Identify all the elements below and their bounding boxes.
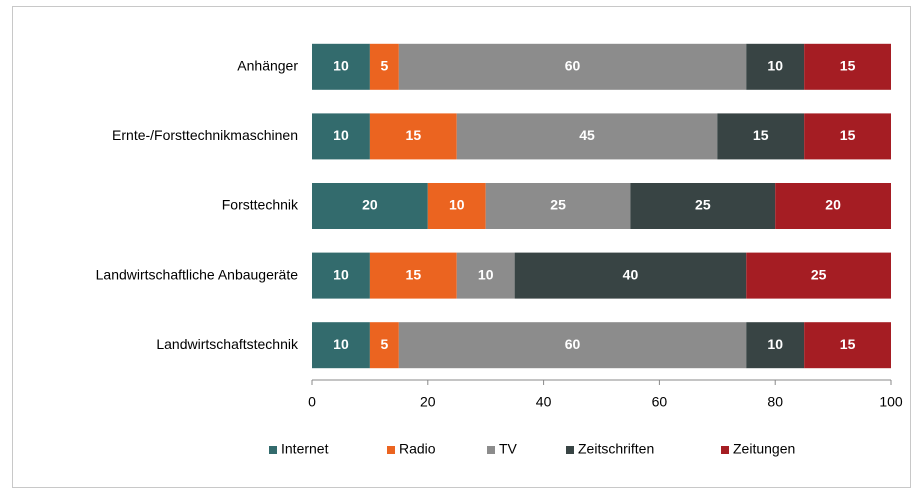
bar-segment bbox=[804, 43, 891, 90]
bar-segment bbox=[456, 113, 718, 160]
value-label: 25 bbox=[811, 266, 827, 282]
legend-swatch bbox=[387, 446, 395, 454]
value-label: 60 bbox=[565, 58, 581, 74]
value-label: 10 bbox=[333, 266, 349, 282]
y-tick-label: Landwirtschaftliche Anbaugeräte bbox=[96, 266, 299, 282]
bar-segment bbox=[398, 43, 747, 90]
bar-segment bbox=[717, 113, 805, 160]
legend-label: Zeitungen bbox=[733, 441, 795, 457]
value-label: 10 bbox=[333, 127, 349, 143]
value-label: 15 bbox=[840, 336, 856, 352]
bar-segment bbox=[312, 322, 370, 369]
bar-segment bbox=[514, 252, 747, 299]
value-label: 10 bbox=[478, 266, 494, 282]
y-tick-label: Forsttechnik bbox=[222, 197, 299, 213]
bar-segment bbox=[746, 252, 891, 299]
x-tick-label: 100 bbox=[879, 394, 903, 410]
legend-swatch bbox=[566, 446, 574, 454]
bar-segment bbox=[312, 113, 370, 160]
bar-segment bbox=[746, 43, 805, 90]
legend-swatch bbox=[487, 446, 495, 454]
value-label: 5 bbox=[380, 58, 388, 74]
value-label: 20 bbox=[362, 197, 378, 213]
bar-segment bbox=[312, 252, 370, 299]
x-tick-label: 80 bbox=[767, 394, 783, 410]
x-tick-label: 20 bbox=[420, 394, 436, 410]
value-label: 15 bbox=[840, 127, 856, 143]
value-label: 15 bbox=[840, 58, 856, 74]
value-label: 25 bbox=[550, 197, 566, 213]
y-tick-label: Landwirtschaftstechnik bbox=[156, 336, 299, 352]
value-label: 10 bbox=[333, 336, 349, 352]
y-tick-label: Anhänger bbox=[237, 58, 298, 74]
bar-segment bbox=[804, 322, 891, 369]
bar-segment bbox=[630, 183, 776, 229]
value-label: 15 bbox=[753, 127, 769, 143]
bar-segment bbox=[485, 183, 631, 229]
value-label: 20 bbox=[825, 197, 841, 213]
legend-swatch bbox=[269, 446, 277, 454]
x-tick-label: 60 bbox=[652, 394, 668, 410]
bar-segment bbox=[398, 322, 747, 369]
y-tick-label: Ernte-/Forsttechnikmaschinen bbox=[112, 127, 298, 143]
legend-label: Zeitschriften bbox=[578, 441, 654, 457]
bar-segment bbox=[369, 322, 399, 369]
legend-label: Internet bbox=[281, 441, 329, 457]
value-label: 40 bbox=[623, 266, 639, 282]
bar-segment bbox=[312, 43, 370, 90]
bar-segment bbox=[369, 43, 399, 90]
x-tick-label: 40 bbox=[536, 394, 552, 410]
value-label: 60 bbox=[565, 336, 581, 352]
value-label: 15 bbox=[406, 127, 422, 143]
bar-segment bbox=[427, 183, 486, 229]
bar-segment bbox=[804, 113, 891, 160]
value-label: 5 bbox=[380, 336, 388, 352]
value-label: 15 bbox=[406, 266, 422, 282]
bar-segment bbox=[369, 113, 457, 160]
legend-label: Radio bbox=[399, 441, 436, 457]
value-label: 10 bbox=[767, 336, 783, 352]
bar-segment bbox=[312, 183, 428, 229]
value-label: 25 bbox=[695, 197, 711, 213]
legend-swatch bbox=[721, 446, 729, 454]
value-label: 10 bbox=[767, 58, 783, 74]
value-label: 10 bbox=[449, 197, 465, 213]
value-label: 45 bbox=[579, 127, 595, 143]
bar-segment bbox=[746, 322, 805, 369]
legend-label: TV bbox=[499, 441, 518, 457]
x-tick-label: 0 bbox=[308, 394, 316, 410]
bar-segment bbox=[456, 252, 515, 299]
value-label: 10 bbox=[333, 58, 349, 74]
bar-segment bbox=[775, 183, 891, 229]
bar-segment bbox=[369, 252, 457, 299]
